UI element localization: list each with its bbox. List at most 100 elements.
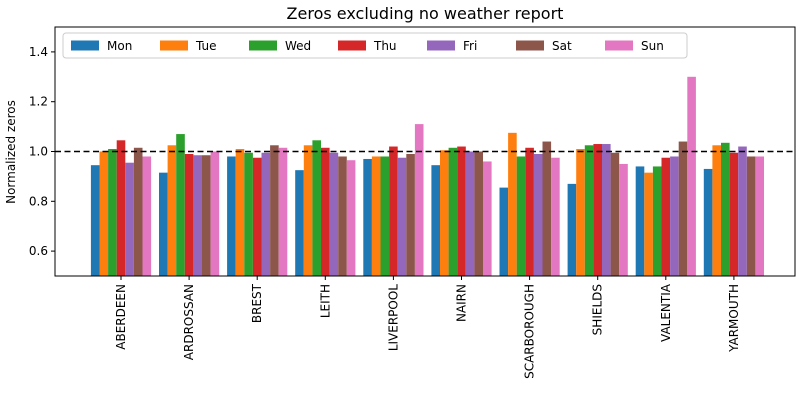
x-tick-label: ARDROSSAN: [182, 284, 196, 360]
x-tick-label: VALENTIA: [659, 283, 673, 342]
bar-mon-yarmouth: [703, 168, 713, 276]
bar-sun-scarborough: [551, 157, 560, 276]
bar-sat-aberdeen: [133, 147, 143, 276]
y-tick-label: 0.6: [29, 244, 48, 258]
bar-mon-aberdeen: [90, 165, 100, 276]
legend-label: Mon: [107, 39, 132, 53]
bar-fri-liverpool: [397, 157, 407, 276]
bar-tue-scarborough: [508, 132, 517, 276]
bar-tue-leith: [303, 145, 313, 276]
bar-fri-ardrossan: [193, 155, 202, 276]
bar-mon-ardrossan: [159, 172, 168, 276]
legend-swatch: [516, 40, 544, 51]
bar-wed-brest: [244, 152, 253, 276]
legend-swatch: [249, 40, 277, 51]
bar-thu-brest: [252, 157, 262, 276]
bar-sun-yarmouth: [755, 156, 764, 276]
x-tick-label: YARMOUTH: [727, 284, 741, 353]
bar-sat-valentia: [678, 141, 688, 276]
bar-sat-yarmouth: [746, 156, 756, 276]
bar-wed-leith: [312, 140, 321, 276]
x-tick-label: LIVERPOOL: [386, 284, 400, 351]
bar-thu-nairn: [457, 146, 466, 276]
bar-wed-valentia: [652, 166, 662, 276]
bar-wed-shields: [584, 145, 594, 276]
bar-mon-valentia: [635, 166, 645, 276]
bar-sun-ardrossan: [210, 151, 220, 276]
bar-tue-valentia: [644, 172, 653, 276]
bar-fri-yarmouth: [738, 146, 747, 276]
bar-wed-ardrossan: [176, 134, 185, 276]
bar-wed-scarborough: [516, 156, 526, 276]
bar-thu-shields: [593, 144, 602, 276]
bar-sat-leith: [338, 156, 347, 276]
legend-label: Thu: [373, 39, 397, 53]
bar-mon-shields: [567, 183, 577, 276]
bar-mon-scarborough: [499, 187, 509, 276]
bar-tue-ardrossan: [167, 145, 177, 276]
plot-area: 0.6 0.8 1.0 1.2 1.4 ABERDEEN ARDROSSAN BREST LEI…: [29, 26, 796, 379]
x-tick-label: BREST: [250, 283, 264, 323]
bar-mon-leith: [295, 170, 304, 276]
bar-fri-scarborough: [533, 153, 543, 276]
legend-swatch: [427, 40, 455, 51]
bar-thu-yarmouth: [729, 152, 739, 276]
chart-title: Zeros excluding no weather report: [287, 4, 564, 23]
legend: Mon Tue Wed Thu Fri Sat Sun: [62, 32, 688, 59]
bar-sat-nairn: [474, 151, 483, 276]
y-axis-label: Normalized zeros: [4, 100, 18, 204]
bar-fri-nairn: [465, 151, 475, 276]
bar-wed-liverpool: [380, 156, 390, 276]
bar-sun-liverpool: [414, 124, 424, 276]
x-tick-label: ABERDEEN: [114, 284, 128, 350]
bar-thu-leith: [321, 147, 330, 276]
bar-wed-nairn: [448, 147, 458, 276]
bar-fri-aberdeen: [125, 162, 134, 276]
bar-sun-nairn: [483, 161, 492, 276]
x-tick-label: SHIELDS: [591, 284, 605, 335]
bar-thu-scarborough: [525, 147, 534, 276]
bar-tue-aberdeen: [99, 151, 109, 276]
bar-thu-ardrossan: [184, 153, 194, 276]
bar-wed-aberdeen: [108, 149, 117, 276]
bar-sat-brest: [270, 145, 279, 276]
bar-tue-yarmouth: [712, 145, 721, 276]
legend-swatch: [338, 40, 366, 51]
bar-sun-valentia: [687, 76, 696, 276]
bar-fri-shields: [602, 144, 611, 276]
bar-sat-liverpool: [406, 153, 415, 276]
legend-swatch: [605, 40, 633, 51]
bar-mon-brest: [227, 156, 236, 276]
bar-tue-nairn: [440, 150, 449, 276]
bar-sat-scarborough: [542, 141, 552, 276]
bar-mon-liverpool: [363, 158, 372, 276]
legend-label: Tue: [195, 39, 217, 53]
bar-tue-liverpool: [371, 156, 381, 276]
x-tick-label: LEITH: [318, 284, 332, 318]
bar-sun-brest: [278, 147, 288, 276]
bar-sun-aberdeen: [142, 156, 152, 276]
x-tick-label: SCARBOROUGH: [523, 284, 537, 379]
legend-box: [62, 32, 688, 59]
legend-label: Wed: [285, 39, 311, 53]
legend-swatch: [160, 40, 188, 51]
bar-tue-brest: [235, 149, 245, 276]
bar-sun-shields: [619, 163, 628, 276]
y-tick-label: 0.8: [29, 194, 48, 208]
bar-sat-shields: [610, 152, 620, 276]
legend-label: Sat: [552, 39, 572, 53]
bar-thu-valentia: [661, 157, 671, 276]
bar-fri-leith: [329, 152, 339, 276]
legend-label: Sun: [641, 39, 664, 53]
legend-swatch: [71, 40, 99, 51]
bar-sat-ardrossan: [202, 155, 211, 276]
bar-tue-shields: [576, 149, 585, 276]
bar-fri-brest: [261, 152, 271, 276]
x-tick-label: NAIRN: [455, 284, 469, 322]
bar-fri-valentia: [670, 156, 679, 276]
y-tick-label: 1.4: [29, 45, 48, 59]
legend-label: Fri: [463, 39, 477, 53]
y-tick-label: 1.0: [29, 145, 48, 159]
